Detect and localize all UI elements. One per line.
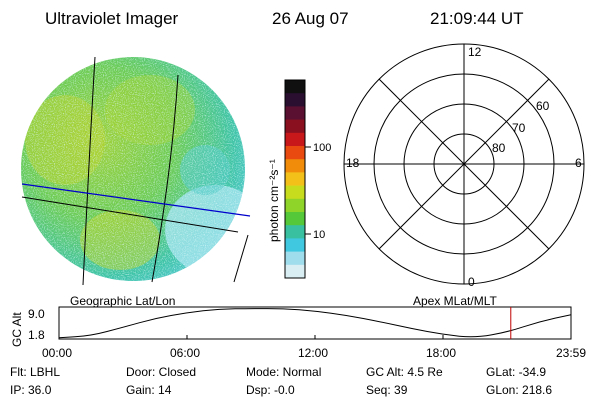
meridian-line [233, 234, 249, 283]
status-seq: Seq: 39 [366, 383, 408, 397]
status-glat: GLat: -34.9 [486, 365, 546, 379]
status-mode: Mode: Normal [246, 365, 321, 379]
uv-image-disk [21, 56, 251, 286]
date-label: 26 Aug 07 [272, 9, 349, 28]
colorbar-unit-label: photon cm⁻²s⁻¹ [267, 159, 281, 242]
color-scale-bar: 100 10 photon cm⁻²s⁻¹ [267, 79, 331, 279]
status-ip: IP: 36.0 [10, 383, 52, 397]
meridian-line [151, 74, 179, 283]
status-dsp: Dsp: -0.0 [246, 383, 295, 397]
status-glon: GLon: 218.6 [486, 383, 552, 397]
timeline-x-tick: 12:00 [298, 346, 328, 360]
colorbar-swatch [285, 238, 305, 253]
time-label: 21:09:44 UT [430, 9, 524, 28]
colorbar-swatch [285, 132, 305, 147]
colorbar-swatch [285, 146, 305, 160]
timeline-x-tick: 18:00 [426, 346, 456, 360]
image-panel-label: Geographic Lat/Lon [70, 294, 175, 308]
mlat-label-60: 60 [536, 99, 550, 113]
timeline-x-tick: 23:59 [556, 346, 586, 360]
status-door: Door: Closed [126, 365, 196, 379]
colorbar-swatch [285, 198, 305, 213]
colorbar-swatch [285, 185, 305, 200]
colorbar-swatch [285, 159, 305, 173]
colorbar-swatch [285, 225, 305, 239]
colorbar-swatch [285, 172, 305, 187]
timeline-y-tick: 9.0 [28, 307, 45, 321]
mlt-label-midnight: 0 [468, 275, 475, 289]
timeline-x-tick: 06:00 [170, 346, 200, 360]
colorbar-swatch [285, 251, 305, 266]
colorbar-swatch [285, 212, 305, 226]
colorbar-swatch [285, 80, 305, 94]
polar-plot [343, 43, 585, 285]
colorbar-tick-label: 10 [313, 229, 325, 241]
latitude-line [21, 196, 239, 233]
timeline-y-axis-label: GC Alt [10, 312, 24, 347]
status-filter: Flt: LBHL [10, 365, 60, 379]
mlt-label-dawn: 6 [575, 156, 582, 170]
meridian-line [82, 56, 96, 286]
timeline-x-tick: 00:00 [42, 346, 72, 360]
terminator-line [21, 183, 251, 217]
colorbar-swatch [285, 106, 305, 121]
timeline-y-tick: 1.8 [28, 328, 45, 342]
altitude-curve [58, 308, 572, 339]
colorbar-swatch [285, 93, 305, 107]
mlat-label-70: 70 [512, 121, 526, 135]
altitude-timeline: GC Alt 9.0 1.8 00:00 06:00 12:00 18:00 2… [10, 306, 586, 360]
polar-panel-label: Apex MLat/MLT [413, 294, 497, 308]
status-footer: Flt: LBHL IP: 36.0 Door: Closed Gain: 14… [10, 365, 552, 397]
status-gc-alt: GC Alt: 4.5 Re [366, 365, 443, 379]
colorbar-swatch [285, 264, 305, 279]
mlt-label-noon: 12 [468, 45, 482, 59]
mlt-label-dusk: 18 [346, 156, 360, 170]
status-gain: Gain: 14 [126, 383, 172, 397]
mlat-label-80: 80 [492, 141, 506, 155]
instrument-title: Ultraviolet Imager [45, 9, 179, 28]
colorbar-swatch [285, 119, 305, 134]
colorbar-tick-label: 100 [313, 142, 331, 154]
